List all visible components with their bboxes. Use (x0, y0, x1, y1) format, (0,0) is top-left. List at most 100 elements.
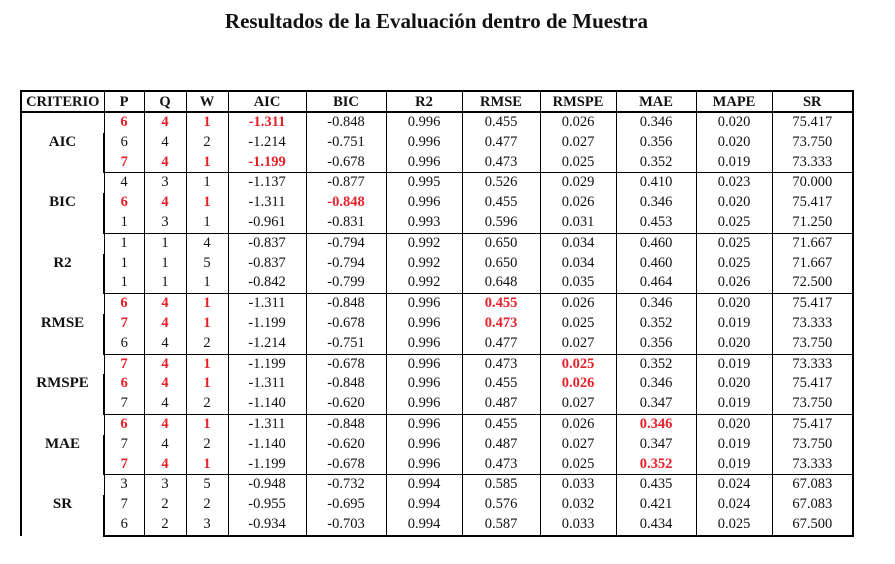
cell-rmspe: 0.031 (539, 212, 617, 234)
cell-p: 7 (103, 354, 145, 375)
cell-sr: 72.500 (771, 273, 854, 295)
cell-mape: 0.020 (695, 293, 773, 314)
cell-mape: 0.019 (695, 152, 773, 174)
table-row: 6 4 2 -1.214 -0.751 0.996 0.477 0.027 0.356 0.020… (21, 132, 854, 153)
cell-mae: 0.346 (615, 193, 697, 213)
column-header-bic: BIC (305, 90, 387, 113)
cell-rmspe: 0.034 (539, 253, 617, 274)
cell-r2: 0.992 (385, 253, 463, 274)
cell-w: 2 (185, 495, 229, 515)
cell-bic: -0.620 (305, 394, 387, 415)
cell-sr: 75.417 (771, 112, 854, 133)
results-table: CRITERIO P Q W AIC BIC R2 RMSE RMSPE MAE MAPE SR AI… (20, 90, 854, 537)
cell-rmse: 0.473 (461, 354, 541, 375)
cell-q: 4 (143, 333, 187, 355)
cell-q: 1 (143, 253, 187, 274)
cell-mae: 0.346 (615, 374, 697, 395)
cell-w: 2 (185, 394, 229, 415)
cell-rmspe: 0.026 (539, 112, 617, 133)
cell-q: 4 (143, 434, 187, 455)
column-header-rmspe: RMSPE (539, 90, 617, 113)
cell-q: 4 (143, 152, 187, 174)
cell-mae: 0.346 (615, 293, 697, 314)
table-row: 7 4 1 -1.199 -0.678 0.996 0.473 0.025 0.352 0.019… (21, 454, 854, 476)
cell-p: 7 (103, 394, 145, 415)
cell-aic: -1.199 (227, 354, 307, 375)
cell-r2: 0.996 (385, 313, 463, 334)
cell-mae: 0.346 (615, 112, 697, 133)
cell-bic: -0.794 (305, 233, 387, 254)
cell-bic: -0.848 (305, 193, 387, 213)
cell-mae: 0.347 (615, 434, 697, 455)
cell-w: 1 (185, 273, 229, 295)
cell-rmspe: 0.025 (539, 354, 617, 375)
cell-aic: -0.934 (227, 514, 307, 537)
cell-rmse: 0.576 (461, 495, 541, 515)
cell-sr: 67.083 (771, 474, 854, 496)
cell-aic: -0.837 (227, 233, 307, 254)
cell-p: 6 (103, 112, 145, 133)
cell-sr: 75.417 (771, 414, 854, 435)
cell-rmse: 0.473 (461, 313, 541, 334)
table-row: MAE 6 4 1 -1.311 -0.848 0.996 0.455 0.026 0.346 0.… (20, 414, 854, 475)
cell-r2: 0.996 (385, 193, 463, 213)
cell-bic: -0.678 (305, 454, 387, 476)
cell-rmspe: 0.026 (539, 414, 617, 435)
cell-mae: 0.352 (615, 454, 697, 476)
cell-w: 2 (185, 434, 229, 455)
cell-bic: -0.751 (305, 132, 387, 153)
cell-bic: -0.620 (305, 434, 387, 455)
criterio-cell: AIC (20, 112, 105, 173)
cell-rmse: 0.585 (461, 474, 541, 496)
cell-mape: 0.019 (695, 394, 773, 415)
cell-rmse: 0.648 (461, 273, 541, 295)
page-title: Resultados de la Evaluación dentro de Mu… (224, 9, 649, 33)
cell-aic: -1.311 (227, 112, 307, 133)
cell-p: 7 (103, 434, 145, 455)
cell-sr: 73.750 (771, 333, 854, 355)
cell-w: 2 (185, 333, 229, 355)
cell-bic: -0.794 (305, 253, 387, 274)
cell-rmse: 0.650 (461, 253, 541, 274)
cell-w: 3 (185, 514, 229, 537)
cell-q: 4 (143, 132, 187, 153)
cell-w: 1 (185, 414, 229, 435)
cell-sr: 67.083 (771, 495, 854, 515)
cell-q: 4 (143, 394, 187, 415)
table-row: 1 1 5 -0.837 -0.794 0.992 0.650 0.034 0.460 0.025… (21, 253, 854, 274)
table-row: 7 2 2 -0.955 -0.695 0.994 0.576 0.032 0.421 0.024… (21, 495, 854, 515)
cell-sr: 70.000 (771, 172, 854, 194)
column-header-q: Q (143, 90, 187, 113)
cell-aic: -0.837 (227, 253, 307, 274)
cell-p: 6 (103, 514, 145, 537)
cell-p: 6 (103, 132, 145, 153)
cell-w: 4 (185, 233, 229, 254)
cell-bic: -0.678 (305, 152, 387, 174)
cell-sr: 73.333 (771, 152, 854, 174)
cell-q: 1 (143, 273, 187, 295)
criterio-cell: MAE (20, 414, 105, 475)
table-row: 6 4 1 -1.311 -0.848 0.996 0.455 0.026 0.346 0.020… (21, 374, 854, 395)
cell-mape: 0.024 (695, 474, 773, 496)
cell-aic: -1.140 (227, 394, 307, 415)
cell-q: 4 (143, 193, 187, 213)
cell-r2: 0.995 (385, 172, 463, 194)
cell-q: 4 (143, 112, 187, 133)
cell-p: 7 (103, 495, 145, 515)
cell-rmspe: 0.033 (539, 474, 617, 496)
cell-rmse: 0.473 (461, 152, 541, 174)
cell-rmse: 0.487 (461, 434, 541, 455)
cell-aic: -1.137 (227, 172, 307, 194)
cell-rmse: 0.477 (461, 132, 541, 153)
cell-q: 3 (143, 212, 187, 234)
cell-mape: 0.024 (695, 495, 773, 515)
cell-rmspe: 0.026 (539, 293, 617, 314)
criterio-cell: R2 (20, 233, 105, 294)
cell-r2: 0.996 (385, 152, 463, 174)
cell-r2: 0.996 (385, 112, 463, 133)
cell-mape: 0.025 (695, 514, 773, 537)
column-header-p: P (103, 90, 145, 113)
column-header-mape: MAPE (695, 90, 773, 113)
cell-aic: -1.311 (227, 193, 307, 213)
cell-p: 1 (103, 212, 145, 234)
